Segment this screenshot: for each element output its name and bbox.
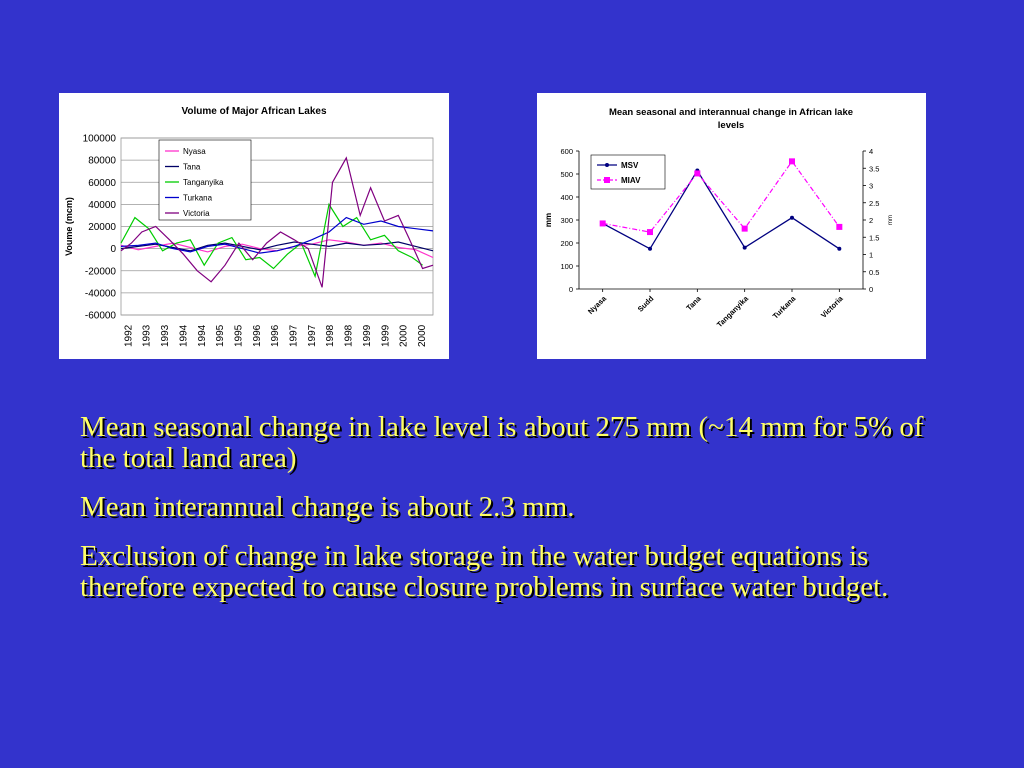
y-tick-label: -40000 xyxy=(85,288,117,299)
y-tick-label: 500 xyxy=(560,170,573,179)
y-tick-label: -60000 xyxy=(85,311,117,322)
legend-box xyxy=(158,139,252,221)
x-tick-label: Tanganyika xyxy=(715,293,751,329)
x-tick-label: Turkana xyxy=(771,293,798,320)
lake-volume-chart-svg: Volume of Major African Lakes 100000 80000… xyxy=(64,106,434,347)
legend-box xyxy=(590,154,666,190)
x-tick-label: 1994 xyxy=(197,324,208,347)
y2-tick-label: 0 xyxy=(869,285,873,294)
x-tick-label: Tana xyxy=(684,293,703,312)
y2-tick-label: 3 xyxy=(869,182,873,191)
x-tick-label: 1993 xyxy=(160,324,171,347)
y2-tick-label: 0.5 xyxy=(869,268,879,277)
lake-level-change-chart: Mean seasonal and interannual change in … xyxy=(537,93,926,359)
y-tick-label: 300 xyxy=(560,216,573,225)
chart-title: Volume of Major African Lakes xyxy=(181,106,326,117)
miav-point xyxy=(836,223,843,230)
chart-title-line-2: levels xyxy=(718,120,744,131)
legend-label-miav: MIAV xyxy=(621,176,641,185)
x-tick-label: 1999 xyxy=(362,324,373,347)
y2-tick-label: 2 xyxy=(869,216,873,225)
y-tick-label: 100 xyxy=(560,262,573,271)
miav-point xyxy=(789,158,795,165)
legend-label: Turkana xyxy=(183,194,213,203)
series-line-turkana xyxy=(120,216,434,254)
legend-marker-miav xyxy=(604,177,610,183)
y-tick-label: 80000 xyxy=(88,156,116,167)
lake-volume-chart: Volume of Major African Lakes 100000 80000… xyxy=(59,93,449,359)
y-tick-label: 40000 xyxy=(88,200,116,211)
y-tick-label: 100000 xyxy=(83,134,117,145)
legend-marker-msv xyxy=(605,163,609,167)
series-line-victoria xyxy=(120,156,434,288)
x-tick-label: Victoria xyxy=(819,293,845,319)
series-line-miav xyxy=(602,160,840,233)
y2-tick-label: 1 xyxy=(869,251,873,260)
msv-point xyxy=(790,215,794,220)
x-tick-label: 1999 xyxy=(380,324,391,347)
y-tick-label: -20000 xyxy=(85,266,117,277)
y-tick-label: 200 xyxy=(560,239,573,248)
x-tick-label: 1994 xyxy=(178,324,189,347)
legend: Nyasa Tana Tanganyika Turkana Victoria xyxy=(158,139,252,221)
series-line-tanganyika xyxy=(120,202,423,279)
miav-point xyxy=(599,220,606,227)
y2-tick-label: 1.5 xyxy=(869,233,879,242)
y-tick-label: 400 xyxy=(560,193,573,202)
x-tick-label: 1992 xyxy=(123,324,134,347)
msv-point xyxy=(742,245,747,250)
y-tick-label: 600 xyxy=(560,147,573,156)
series-line-msv xyxy=(602,169,840,250)
y2-axis-label: mm xyxy=(888,215,894,225)
x-tick-label: 2000 xyxy=(399,324,410,347)
legend-label: Nyasa xyxy=(183,147,206,156)
x-tick-label: 1993 xyxy=(142,324,153,347)
msv-point xyxy=(837,246,842,251)
bullet-seasonal-change: Mean seasonal change in lake level is ab… xyxy=(80,411,924,474)
x-tick-label: 1997 xyxy=(307,324,318,347)
x-tick-label: 1996 xyxy=(270,324,281,347)
x-tick-label: 1998 xyxy=(325,324,336,347)
series-line-tana xyxy=(120,241,434,252)
msv-point xyxy=(648,246,652,251)
y-axis-label: Voume (mcm) xyxy=(64,197,74,256)
bullet-closure-problems: Exclusion of change in lake storage in t… xyxy=(80,540,889,603)
y-axis-label: mm xyxy=(544,213,553,227)
chart-title-line-1: Mean seasonal and interannual change in … xyxy=(609,107,853,118)
bullet-interannual-change: Mean interannual change is about 2.3 mm. xyxy=(80,491,575,523)
slide-text: Mean seasonal change in lake level is ab… xyxy=(80,412,960,621)
x-tick-label: 1996 xyxy=(252,324,263,347)
x-tick-label: 1998 xyxy=(344,324,355,347)
x-tick-label: 1995 xyxy=(233,324,244,347)
miav-point xyxy=(694,170,701,177)
plot-frame xyxy=(120,137,434,316)
x-tick-label: 1997 xyxy=(289,324,300,347)
x-tick-label: 1995 xyxy=(215,324,226,347)
legend-label: Tanganyika xyxy=(183,178,224,187)
legend-label: Tana xyxy=(183,163,201,172)
miav-point xyxy=(647,229,653,236)
y2-tick-label: 3.5 xyxy=(869,164,879,173)
x-tick-label: Sudd xyxy=(636,294,656,314)
x-tick-label: Nyasa xyxy=(586,293,609,316)
y2-tick-label: 2.5 xyxy=(869,199,879,208)
y-tick-label: 0 xyxy=(110,244,116,255)
legend-label-msv: MSV xyxy=(621,161,639,170)
legend: MSV MIAV xyxy=(590,154,666,190)
y-tick-label: 20000 xyxy=(88,222,116,233)
lake-level-change-chart-svg: Mean seasonal and interannual change in … xyxy=(544,107,894,329)
x-tick-label: 2000 xyxy=(417,324,428,347)
miav-point xyxy=(741,225,748,232)
y-tick-label: 0 xyxy=(569,285,573,294)
y-tick-label: 60000 xyxy=(88,178,116,189)
legend-label: Victoria xyxy=(183,209,210,218)
y2-tick-label: 4 xyxy=(869,147,873,156)
